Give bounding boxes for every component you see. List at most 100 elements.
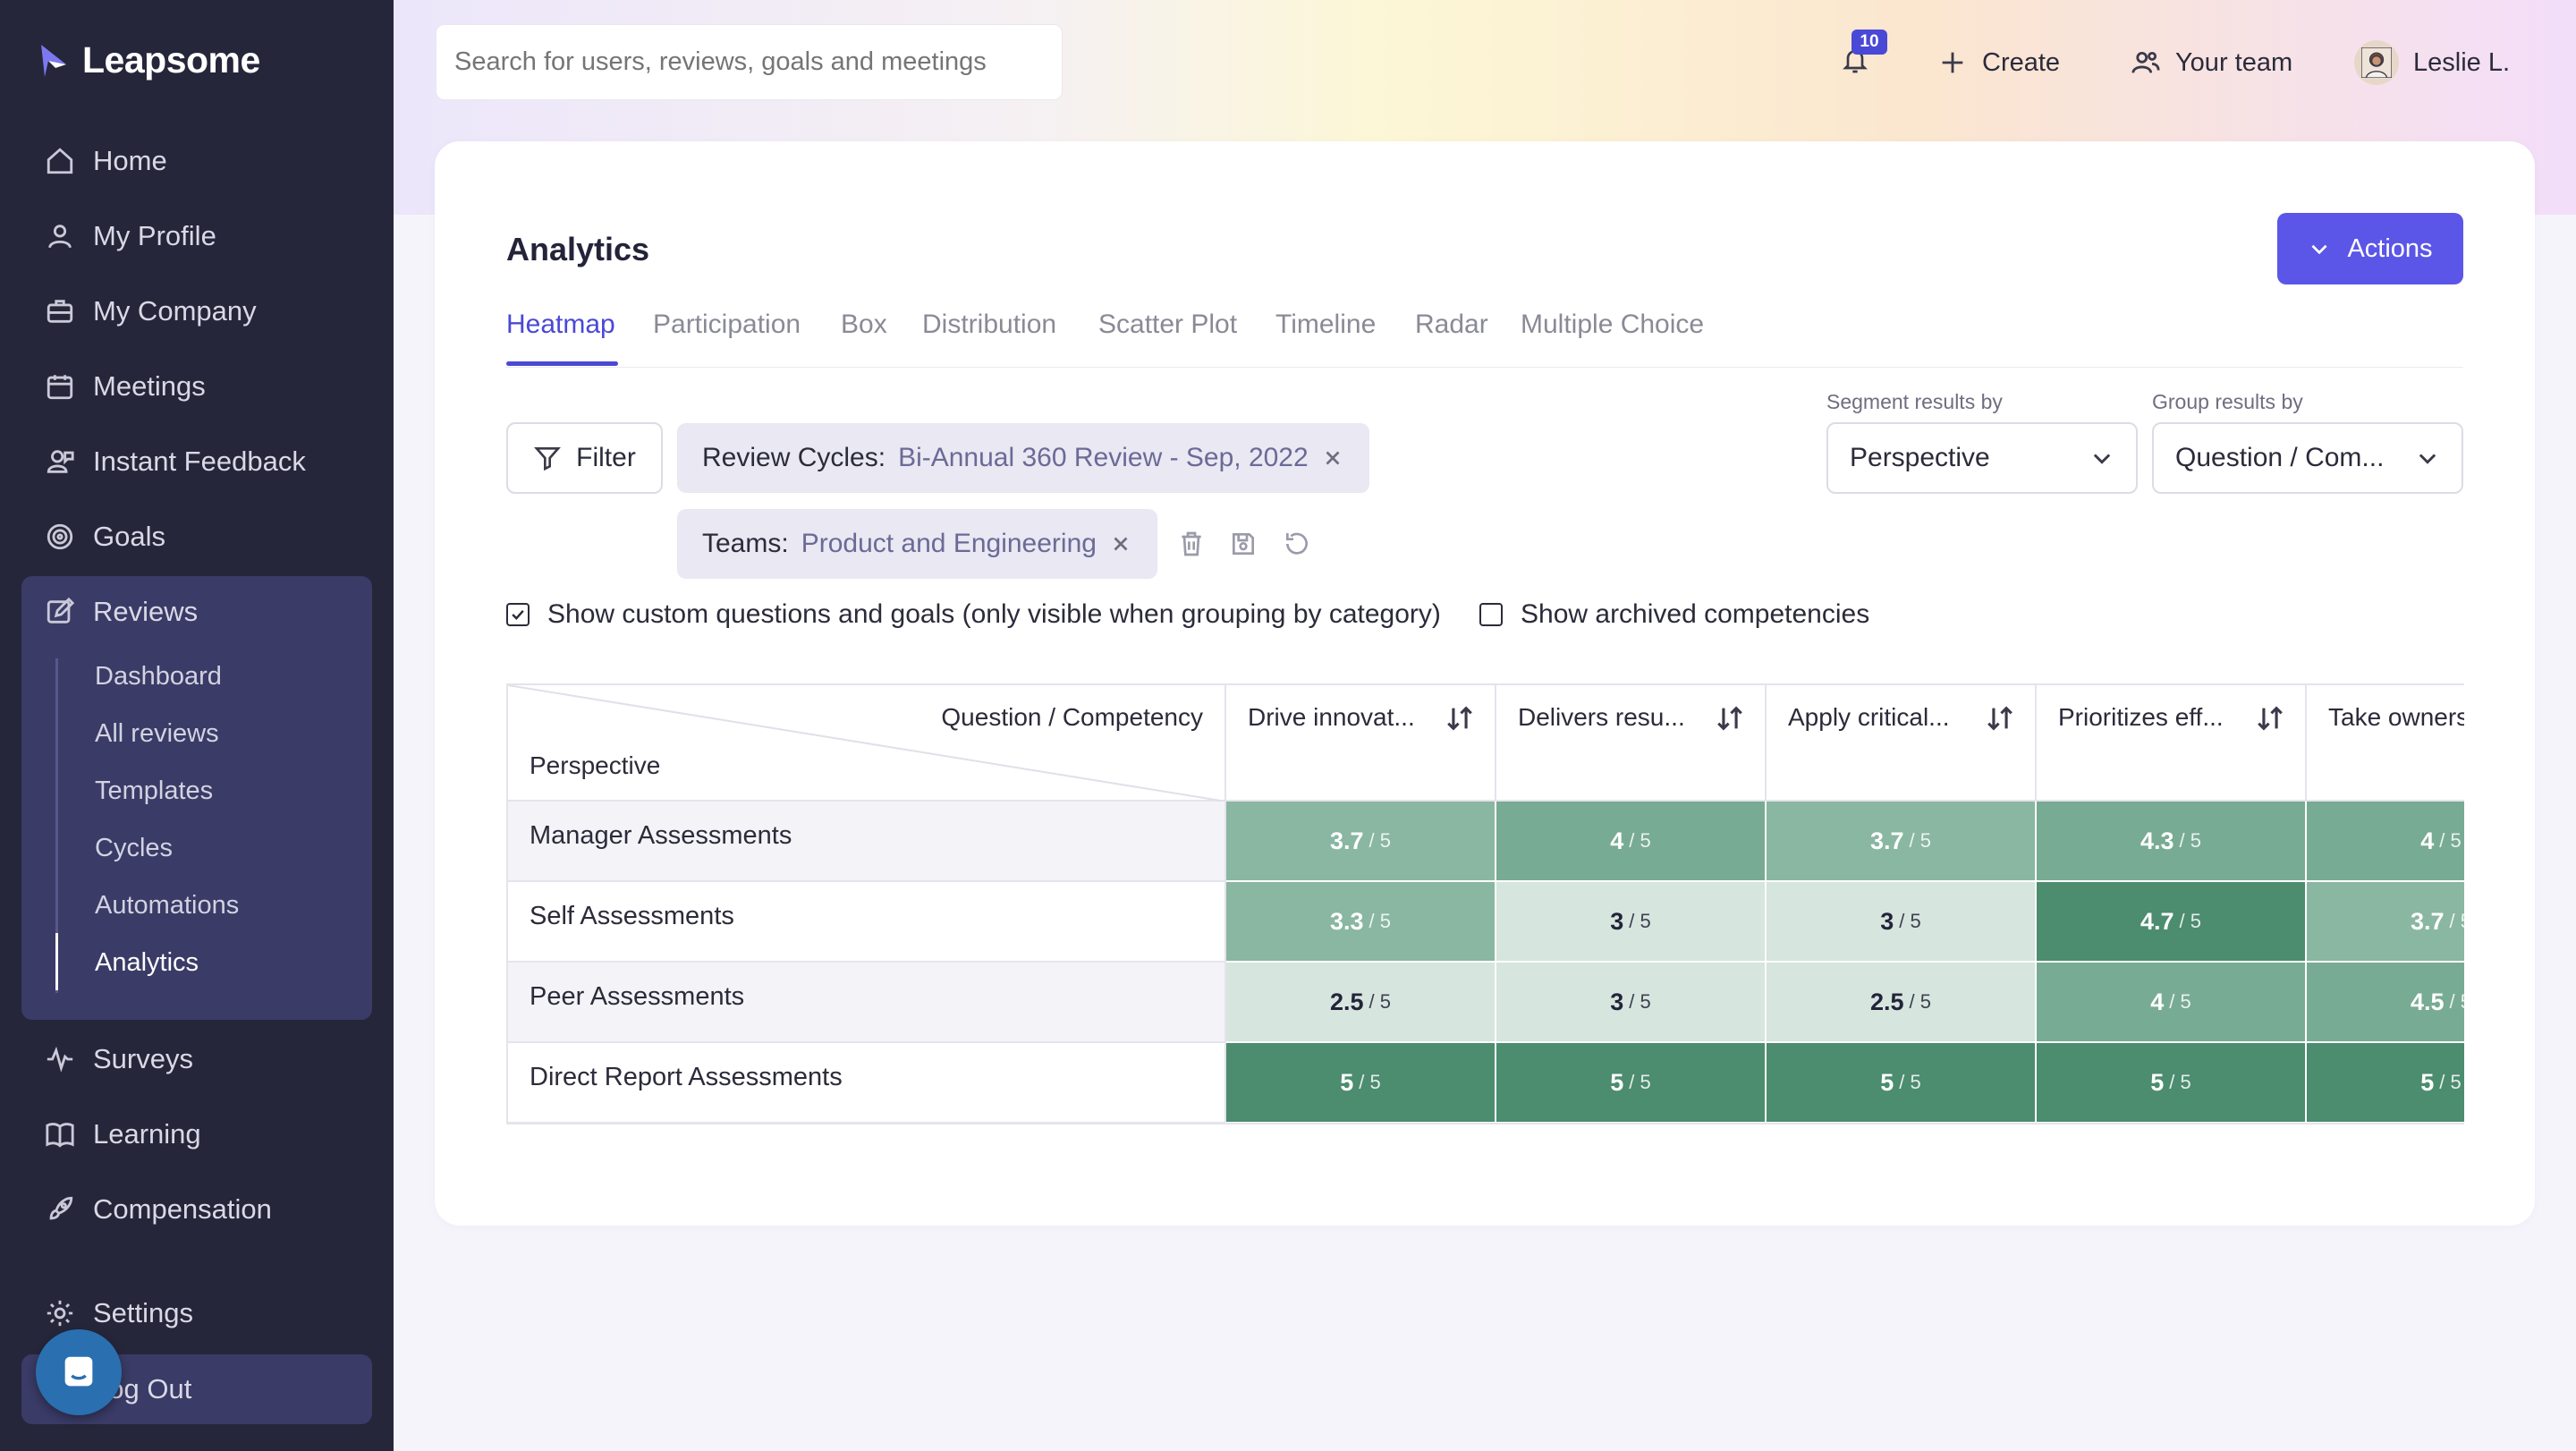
- cell-score: 2.5: [1329, 988, 1364, 1015]
- tab-participation[interactable]: Participation: [653, 310, 801, 339]
- heatmap-row-header: Self Assessments: [508, 882, 1226, 963]
- tabs-divider: [506, 367, 2463, 368]
- sidebar-item-label: Meetings: [93, 370, 206, 402]
- sidebar-subitem-automations[interactable]: Automations: [95, 891, 240, 920]
- heatmap-column-header[interactable]: Delivers resu...: [1496, 685, 1767, 802]
- heatmap-column-header[interactable]: Take owners: [2307, 685, 2464, 802]
- save-icon: [1233, 533, 1254, 555]
- heatmap-column-header[interactable]: Prioritizes eff...: [2037, 685, 2307, 802]
- heatmap-column-header[interactable]: Drive innovat...: [1226, 685, 1496, 802]
- sidebar-item-settings[interactable]: Settings: [21, 1282, 372, 1345]
- remove-filter-button[interactable]: [1321, 446, 1344, 470]
- sidebar-item-label: Learning: [93, 1118, 201, 1150]
- sidebar-item-compensation[interactable]: Compensation: [21, 1178, 372, 1241]
- heatmap-cell[interactable]: 5/ 5: [1767, 1043, 2037, 1123]
- sidebar-subitem-cycles[interactable]: Cycles: [95, 834, 174, 862]
- tab-radar[interactable]: Radar: [1415, 310, 1488, 339]
- cell-scale: / 5: [1629, 1071, 1651, 1093]
- avatar: [2354, 40, 2399, 85]
- sidebar-subitem-analytics[interactable]: Analytics: [95, 948, 199, 977]
- sidebar-subitem-templates[interactable]: Templates: [95, 776, 214, 805]
- heatmap-cell[interactable]: 3/ 5: [1767, 882, 2037, 963]
- group-select[interactable]: Question / Com...: [2152, 422, 2463, 494]
- heatmap-cell[interactable]: 4/ 5: [2037, 963, 2307, 1043]
- edit-icon: [47, 597, 75, 624]
- heatmap-cell[interactable]: 3.7/ 5: [2307, 882, 2464, 963]
- reviews-sub-active-indicator: [55, 933, 58, 990]
- row-axis-title: Perspective: [530, 751, 661, 779]
- cell-score: 3: [1610, 907, 1624, 935]
- custom-questions-checkbox[interactable]: [506, 603, 530, 626]
- heatmap-cell[interactable]: 3.7/ 5: [1226, 802, 1496, 882]
- sidebar-subitem-all-reviews[interactable]: All reviews: [95, 719, 219, 748]
- heatmap-cell[interactable]: 4.5 / 5: [2307, 963, 2464, 1043]
- heatmap-cell[interactable]: 2.5/ 5: [1767, 963, 2037, 1043]
- cell-score: 4: [1610, 827, 1624, 854]
- actions-button[interactable]: Actions: [2277, 213, 2463, 284]
- heatmap-cell[interactable]: 5/ 5: [1496, 1043, 1767, 1123]
- chip-value: Bi-Annual 360 Review - Sep, 2022: [898, 443, 1309, 472]
- heatmap-cell[interactable]: 4.7/ 5: [2037, 882, 2307, 963]
- tab-distribution[interactable]: Distribution: [922, 310, 1057, 339]
- rocket-icon: [49, 1196, 73, 1220]
- segment-select[interactable]: Perspective: [1826, 422, 2138, 494]
- sidebar-item-my-profile[interactable]: My Profile: [21, 205, 372, 267]
- archived-competencies-checkbox[interactable]: [1479, 603, 1503, 626]
- sidebar-item-goals[interactable]: Goals: [21, 505, 372, 568]
- user-menu-button[interactable]: Leslie L.: [2354, 39, 2510, 86]
- column-header-label: Prioritizes eff...: [2058, 703, 2224, 731]
- filter-button[interactable]: Filter: [506, 422, 663, 494]
- heatmap-cell[interactable]: 3/ 5: [1496, 963, 1767, 1043]
- trash-icon: [1182, 531, 1201, 556]
- remove-filter-button[interactable]: [1109, 532, 1132, 556]
- leapsome-logo[interactable]: Leapsome: [39, 39, 260, 81]
- cell-score: 4.7: [2140, 907, 2174, 935]
- heatmap-cell[interactable]: 4/ 5: [2307, 802, 2464, 882]
- search-input[interactable]: [436, 24, 1063, 100]
- sort-icon[interactable]: [1715, 703, 1745, 734]
- heatmap-cell[interactable]: 5/ 5: [1226, 1043, 1496, 1123]
- sort-icon[interactable]: [2255, 703, 2285, 734]
- sidebar-item-learning[interactable]: Learning: [21, 1103, 372, 1166]
- sidebar-item-meetings[interactable]: Meetings: [21, 355, 372, 418]
- filter-chip-review-cycles: Review Cycles: Bi-Annual 360 Review - Se…: [677, 423, 1369, 493]
- tab-heatmap[interactable]: Heatmap: [506, 310, 615, 339]
- heatmap-cell[interactable]: 4/ 5: [1496, 802, 1767, 882]
- column-header-label: Drive innovat...: [1248, 703, 1415, 731]
- sidebar-item-instant-feedback[interactable]: Instant Feedback: [21, 430, 372, 493]
- tab-box[interactable]: Box: [841, 310, 887, 339]
- cell-scale: / 5: [2449, 990, 2464, 1013]
- tab-timeline[interactable]: Timeline: [1275, 310, 1377, 339]
- column-header-label: Apply critical...: [1788, 703, 1950, 731]
- page-title: Analytics: [506, 231, 650, 267]
- your-team-button[interactable]: Your team: [2131, 39, 2292, 86]
- heatmap-cell[interactable]: 5/ 5: [2037, 1043, 2307, 1123]
- save-filters-button[interactable]: [1229, 530, 1258, 558]
- heatmap-column-header[interactable]: Apply critical...: [1767, 685, 2037, 802]
- user-icon: [48, 225, 72, 249]
- heatmap-cell[interactable]: 2.5/ 5: [1226, 963, 1496, 1043]
- delete-filters-button[interactable]: [1177, 530, 1206, 558]
- tab-multiple-choice[interactable]: Multiple Choice: [1521, 310, 1705, 339]
- sidebar-subitem-dashboard[interactable]: Dashboard: [95, 662, 222, 691]
- create-button[interactable]: Create: [1937, 39, 2060, 86]
- sidebar-item-home[interactable]: Home: [21, 130, 372, 192]
- heatmap-cell[interactable]: 3/ 5: [1496, 882, 1767, 963]
- heatmap-cell[interactable]: 4.3/ 5: [2037, 802, 2307, 882]
- heatmap-cell[interactable]: 3.3/ 5: [1226, 882, 1496, 963]
- sidebar-item-label: My Company: [93, 295, 257, 327]
- sidebar-item-reviews[interactable]: Reviews: [21, 581, 372, 643]
- heatmap-cell[interactable]: 3.7/ 5: [1767, 802, 2037, 882]
- row-header-label: Direct Report Assessments: [530, 1063, 843, 1091]
- sidebar-item-my-company[interactable]: My Company: [21, 280, 372, 343]
- cell-score: 5: [1880, 1068, 1894, 1096]
- cell-score: 4.3: [2140, 827, 2174, 854]
- chat-launcher-button[interactable]: [36, 1329, 122, 1415]
- tab-scatter-plot[interactable]: Scatter Plot: [1098, 310, 1238, 339]
- reset-filters-button[interactable]: [1283, 530, 1311, 558]
- sort-icon[interactable]: [1445, 703, 1475, 734]
- cell-scale: / 5: [2169, 990, 2191, 1013]
- sort-icon[interactable]: [1985, 703, 2015, 734]
- sidebar-item-surveys[interactable]: Surveys: [21, 1028, 372, 1090]
- heatmap-cell[interactable]: 5/ 5: [2307, 1043, 2464, 1123]
